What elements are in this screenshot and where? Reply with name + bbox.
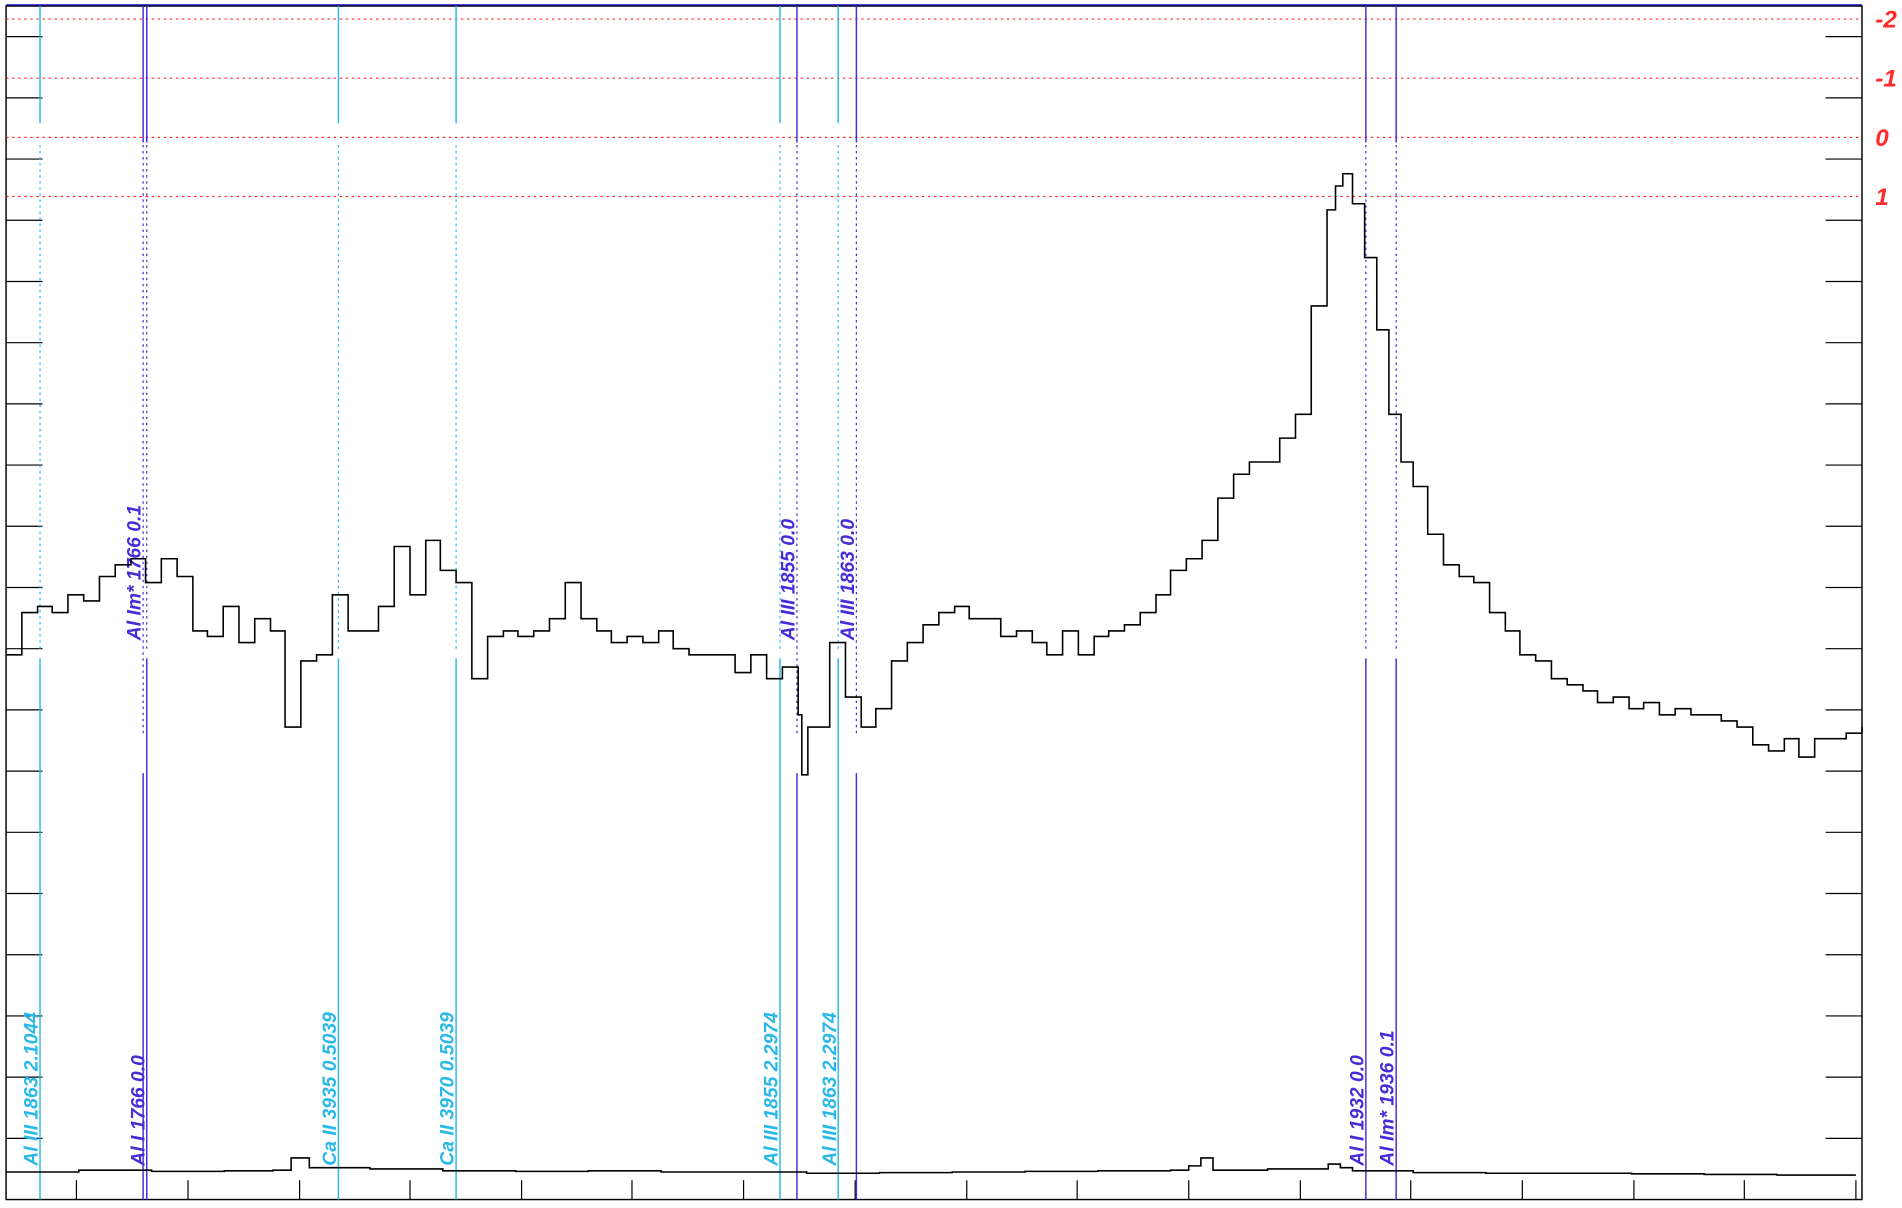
- marker-label: Al III 1855 0.0: [777, 519, 799, 642]
- line-marker: Al Im* 1936 0.1: [1377, 6, 1399, 1200]
- line-marker: Al III 1863 0.0: [837, 6, 859, 1200]
- y2-tick-label: 0: [1875, 125, 1889, 152]
- line-marker: Al III 1863 2.2974: [819, 6, 841, 1200]
- marker-label: Al I 1932 0.0: [1346, 1055, 1368, 1167]
- line-marker: Al III 1863 2.1044: [21, 6, 43, 1200]
- marker-label: Al III 1863 2.1044: [21, 1012, 43, 1167]
- marker-label: Ca II 3935 0.5039: [319, 1012, 341, 1166]
- marker-label: Al III 1863 2.2974: [819, 1012, 841, 1167]
- line-marker: Al Im* 1766 0.1: [124, 6, 146, 1200]
- spectrum-line: [6, 1157, 1856, 1176]
- line-marker: Al III 1855 2.2974: [761, 6, 783, 1200]
- marker-label: Al III 1855 2.2974: [761, 1012, 783, 1167]
- line-marker: Al I 1932 0.0: [1346, 6, 1368, 1200]
- line-marker: Al I 1766 0.0: [127, 6, 149, 1200]
- y2-tick-label: -2: [1875, 7, 1897, 34]
- line-marker: Al III 1855 0.0: [777, 6, 800, 1200]
- y2-tick-label: 1: [1875, 184, 1888, 211]
- plot-frame: [5, 5, 1863, 1201]
- marker-label: Ca II 3970 0.5039: [437, 1012, 459, 1166]
- line-marker: Ca II 3935 0.5039: [319, 6, 341, 1200]
- y2-tick-label: -1: [1875, 66, 1897, 93]
- spectrum-line: [6, 172, 1863, 776]
- marker-label: Al I 1766 0.0: [127, 1055, 149, 1167]
- marker-label: Al Im* 1766 0.1: [124, 505, 146, 641]
- line-marker: Ca II 3970 0.5039: [437, 6, 459, 1200]
- marker-label: Al III 1863 0.0: [837, 519, 859, 642]
- marker-label: Al Im* 1936 0.1: [1377, 1030, 1399, 1166]
